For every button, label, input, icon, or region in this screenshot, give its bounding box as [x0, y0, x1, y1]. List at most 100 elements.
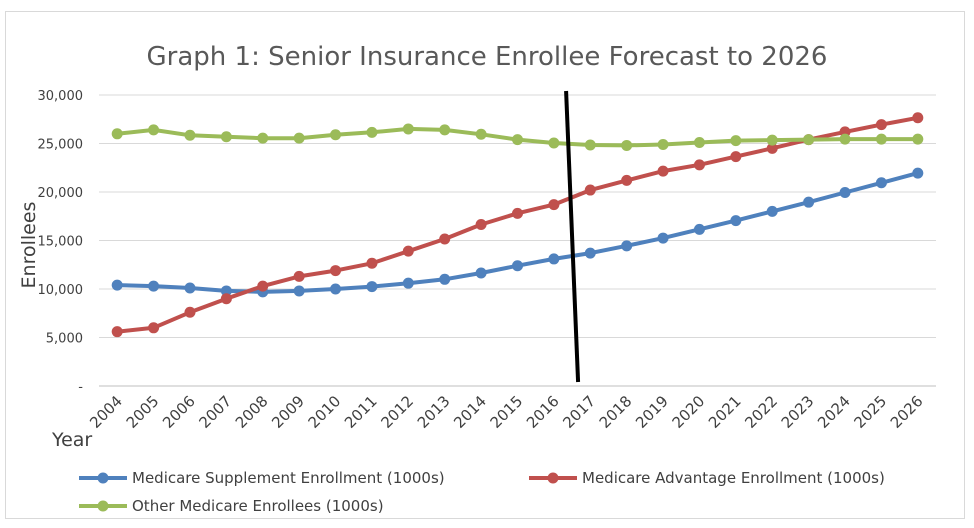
data-point: [839, 133, 851, 145]
data-point: [475, 218, 487, 230]
data-point: [220, 131, 232, 143]
x-tick-label: 2018: [596, 392, 636, 432]
x-tick-label: 2023: [778, 392, 818, 432]
data-point: [148, 322, 160, 334]
data-point: [657, 165, 669, 177]
data-point: [512, 134, 523, 146]
x-tick-label: 2021: [705, 392, 745, 432]
data-point: [330, 283, 342, 295]
data-point: [621, 174, 633, 186]
data-point: [475, 267, 487, 279]
y-tick-label: 5,000: [46, 332, 83, 347]
x-tick-label: 2019: [632, 392, 672, 432]
data-point: [693, 137, 705, 149]
data-point: [439, 124, 451, 136]
y-tick-label: 15,000: [38, 235, 84, 250]
x-tick-label: 2009: [268, 392, 308, 432]
data-point: [402, 277, 414, 289]
x-tick-label: 2013: [414, 392, 454, 432]
data-point: [220, 285, 232, 297]
legend-item: Medicare Advantage Enrollment (1000s): [529, 469, 885, 487]
data-point: [330, 129, 342, 141]
data-point: [475, 128, 487, 140]
forecast-divider-line: [564, 90, 581, 383]
x-tick-label: 2020: [669, 392, 709, 432]
x-tick-label: 2005: [123, 392, 163, 432]
data-point: [111, 128, 123, 140]
y-axis-ticks: - 5,000 10,000 15,000 20,000 25,000 30,000: [38, 89, 84, 395]
legend-label: Medicare Advantage Enrollment (1000s): [582, 469, 885, 487]
y-axis-label: Enrollees: [18, 202, 40, 289]
x-axis-label: Year: [51, 429, 92, 451]
data-point: [512, 260, 523, 272]
data-point: [912, 133, 924, 145]
data-point: [875, 133, 887, 145]
data-point: [257, 132, 269, 144]
data-point: [875, 177, 887, 189]
x-tick-label: 2004: [86, 392, 126, 432]
data-point: [439, 233, 451, 245]
data-point: [184, 306, 196, 318]
data-point: [693, 159, 705, 171]
data-point: [148, 280, 160, 292]
data-point: [548, 199, 560, 211]
chart-frame: [5, 11, 965, 519]
legend-label: Medicare Supplement Enrollment (1000s): [132, 469, 445, 487]
data-point: [111, 279, 123, 291]
data-point: [766, 142, 778, 154]
data-point: [584, 247, 596, 259]
data-point: [148, 124, 160, 136]
legend-label: Other Medicare Enrollees (1000s): [132, 497, 384, 515]
data-point: [730, 135, 742, 147]
data-point: [621, 139, 633, 151]
data-point: [184, 282, 196, 294]
x-tick-label: 2006: [159, 392, 199, 432]
data-point: [657, 138, 669, 150]
legend-item: Medicare Supplement Enrollment (1000s): [79, 469, 445, 487]
data-point: [548, 137, 560, 149]
data-point: [366, 126, 378, 138]
data-point: [693, 223, 705, 235]
legend-swatch-marker: [547, 472, 559, 484]
x-tick-label: 2007: [195, 392, 235, 432]
data-point: [402, 245, 414, 257]
y-tick-label: 25,000: [38, 138, 84, 153]
data-point: [621, 240, 633, 252]
legend-item: Other Medicare Enrollees (1000s): [79, 497, 384, 515]
x-tick-label: 2026: [887, 392, 927, 432]
chart-title: Graph 1: Senior Insurance Enrollee Forec…: [147, 42, 828, 72]
data-point: [730, 215, 742, 227]
data-point: [439, 273, 451, 285]
data-point: [766, 205, 778, 217]
y-tick-label: 30,000: [38, 89, 84, 104]
data-point: [584, 139, 596, 151]
x-tick-label: 2016: [523, 392, 563, 432]
y-tick-label: 20,000: [38, 186, 84, 201]
data-point: [730, 151, 742, 163]
data-point: [912, 167, 924, 179]
x-tick-label: 2008: [232, 392, 272, 432]
data-point: [766, 134, 778, 146]
data-point: [293, 270, 305, 282]
x-tick-label: 2017: [559, 392, 599, 432]
data-point: [220, 293, 232, 305]
data-point: [366, 281, 378, 293]
legend-swatch-marker: [97, 472, 109, 484]
x-tick-label: 2014: [450, 392, 490, 432]
x-axis-ticks: 2004200520062007200820092010201120122013…: [86, 392, 926, 432]
x-tick-label: 2011: [341, 392, 381, 432]
data-point: [912, 112, 924, 124]
series-group: [111, 123, 924, 151]
data-point: [548, 253, 560, 265]
x-tick-label: 2024: [814, 392, 854, 432]
x-tick-label: 2025: [851, 392, 891, 432]
data-point: [584, 184, 596, 196]
data-point: [293, 132, 305, 144]
x-tick-label: 2015: [487, 392, 527, 432]
data-point: [803, 134, 815, 146]
y-tick-label: 10,000: [38, 283, 84, 298]
legend: Medicare Supplement Enrollment (1000s) Me…: [79, 469, 885, 515]
y-tick-label: -: [78, 380, 83, 395]
data-point: [839, 186, 851, 198]
